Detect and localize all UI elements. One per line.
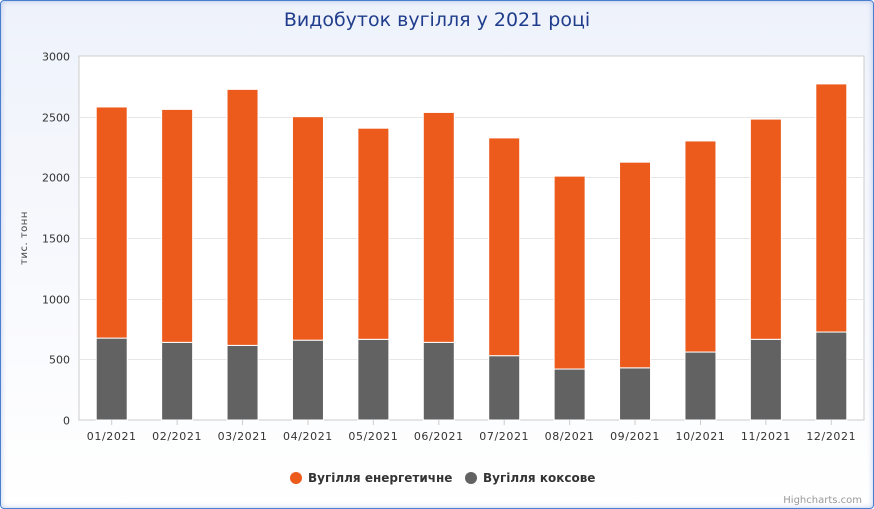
y-axis: 0 500 1000 1500 2000 2500 3000	[42, 51, 70, 428]
bar-coking-coal[interactable]	[749, 338, 782, 421]
bar-coking-coal[interactable]	[619, 367, 652, 421]
y-tick-label: 1500	[42, 233, 70, 246]
x-tick-label: 07/2021	[479, 430, 529, 443]
x-tick-label: 06/2021	[414, 430, 464, 443]
gridlines	[79, 117, 864, 360]
bar-coking-coal[interactable]	[357, 338, 390, 421]
x-tick-label: 11/2021	[741, 430, 791, 443]
legend-label: Вугілля енергетичне	[308, 471, 452, 485]
bar-coking-coal[interactable]	[684, 351, 717, 421]
legend-label: Вугілля коксове	[483, 471, 595, 485]
bar-energy-coal[interactable]	[357, 127, 390, 340]
y-tick-label: 0	[63, 415, 70, 428]
bar-coking-coal[interactable]	[226, 344, 259, 421]
y-tick-label: 2500	[42, 112, 70, 125]
legend-item-energy-coal[interactable]: Вугілля енергетичне	[290, 471, 452, 485]
y-tick-label: 3000	[42, 51, 70, 64]
bar-energy-coal[interactable]	[553, 175, 586, 370]
y-tick-label: 500	[49, 354, 70, 367]
bar-energy-coal[interactable]	[684, 140, 717, 353]
y-tick-label: 1000	[42, 294, 70, 307]
chart-title: Видобуток вугілля у 2021 році	[284, 9, 590, 31]
bar-energy-coal[interactable]	[422, 111, 455, 343]
x-axis: 01/2021 02/2021 03/2021 04/2021 05/2021 06/20…	[87, 420, 856, 443]
y-tick-label: 2000	[42, 172, 70, 185]
bar-energy-coal[interactable]	[815, 83, 848, 333]
bar-coking-coal[interactable]	[422, 341, 455, 421]
y-axis-label: тис. тонн	[19, 211, 30, 265]
credits-link[interactable]: Highcharts.com	[783, 495, 862, 506]
legend-symbol	[290, 472, 302, 484]
bar-energy-coal[interactable]	[161, 108, 194, 343]
x-tick-label: 04/2021	[283, 430, 333, 443]
bar-energy-coal[interactable]	[749, 118, 782, 340]
bar-coking-coal[interactable]	[95, 337, 128, 421]
bar-energy-coal[interactable]	[291, 116, 324, 341]
bar-coking-coal[interactable]	[553, 368, 586, 421]
x-tick-label: 09/2021	[610, 430, 660, 443]
bar-coking-coal[interactable]	[291, 339, 324, 421]
bar-coking-coal[interactable]	[488, 355, 521, 421]
x-tick-label: 03/2021	[218, 430, 268, 443]
legend-symbol	[465, 472, 477, 484]
bar-coking-coal[interactable]	[815, 331, 848, 421]
x-tick-label: 02/2021	[152, 430, 202, 443]
bar-energy-coal[interactable]	[226, 88, 259, 346]
x-tick-label: 08/2021	[545, 430, 595, 443]
x-tick-label: 12/2021	[806, 430, 856, 443]
bars	[95, 83, 848, 421]
legend[interactable]: Вугілля енергетичне Вугілля коксове	[290, 471, 595, 485]
legend-item-coking-coal[interactable]: Вугілля коксове	[465, 471, 595, 485]
bar-energy-coal[interactable]	[488, 137, 521, 357]
bar-coking-coal[interactable]	[161, 341, 194, 421]
x-tick-label: 05/2021	[348, 430, 398, 443]
bar-energy-coal[interactable]	[619, 161, 652, 369]
bar-energy-coal[interactable]	[95, 106, 128, 339]
x-tick-label: 01/2021	[87, 430, 137, 443]
x-tick-label: 10/2021	[676, 430, 726, 443]
